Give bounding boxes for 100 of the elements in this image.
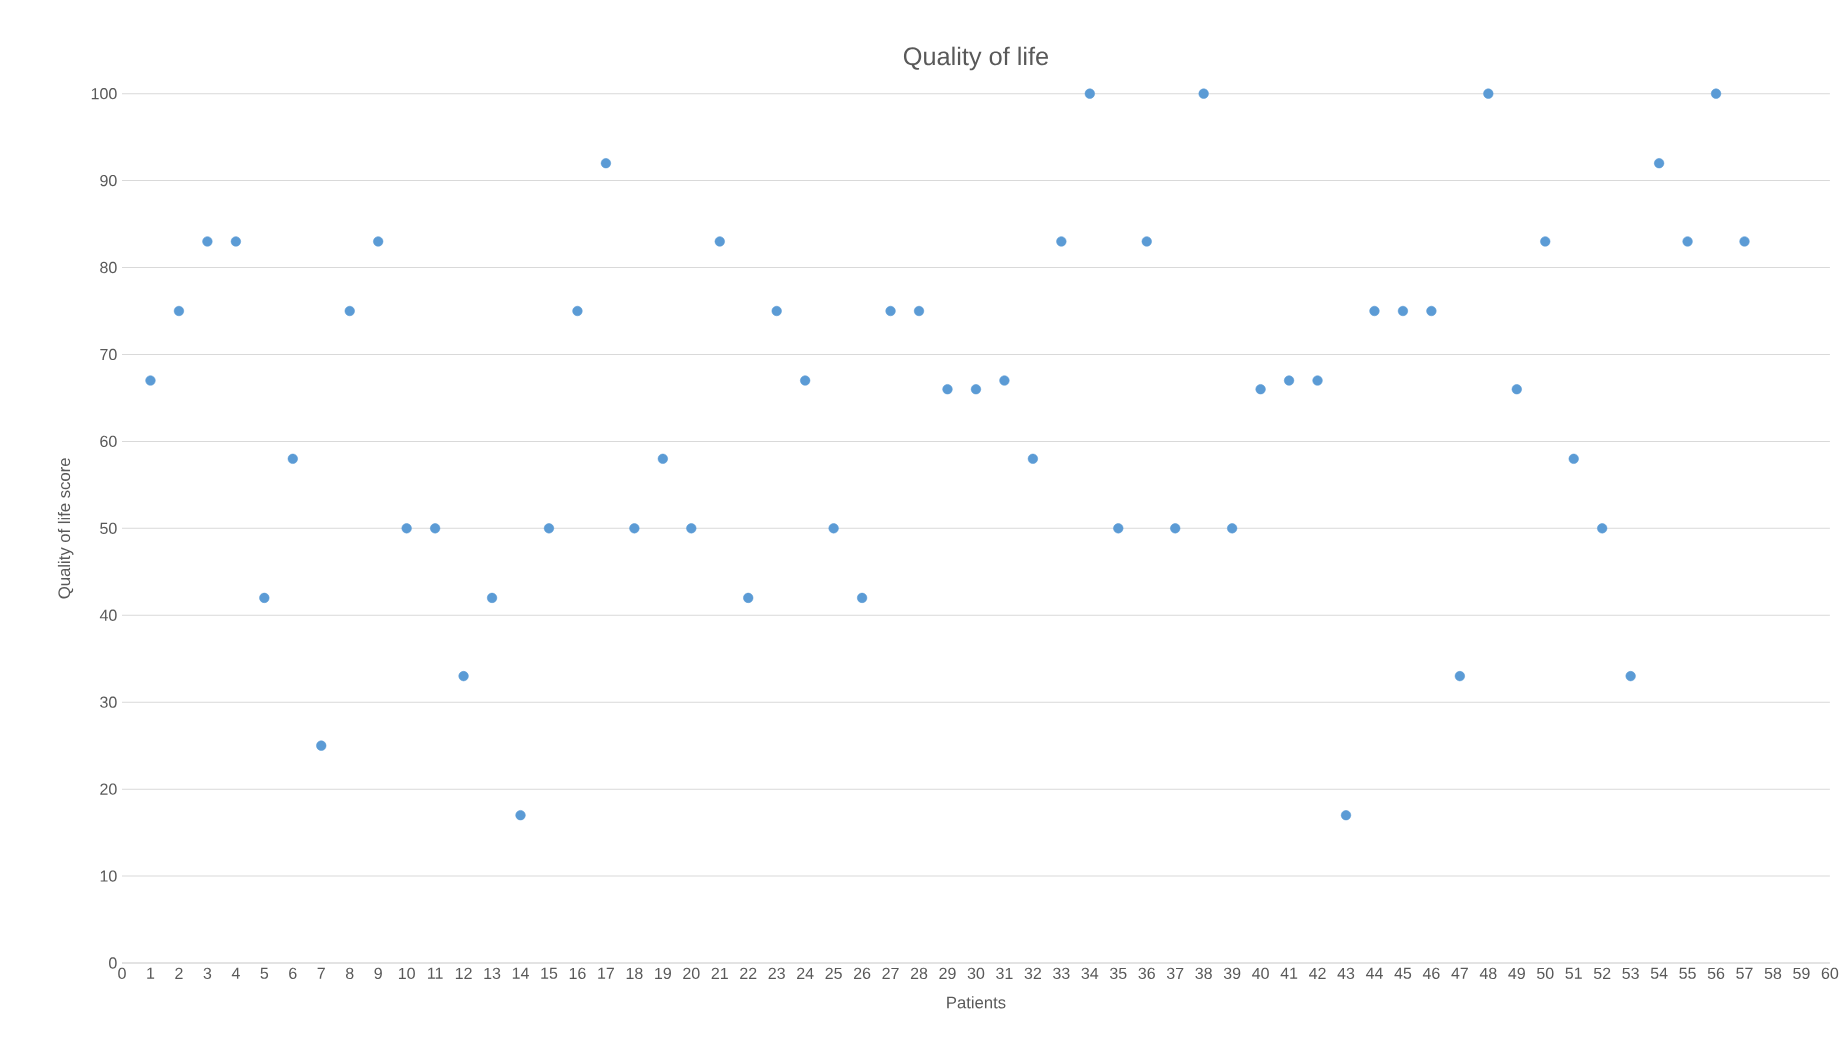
x-tick-label: 24	[797, 967, 814, 979]
point	[1654, 158, 1665, 169]
y-tick-label: 70	[100, 348, 117, 361]
x-tick-label: 17	[598, 967, 614, 979]
x-tick-label: 11	[428, 967, 443, 979]
x-tick-label: 4	[231, 967, 240, 979]
x-tick-label: 47	[1451, 967, 1468, 979]
point	[515, 810, 526, 821]
x-tick-label: 33	[1053, 967, 1070, 980]
point	[1255, 384, 1266, 395]
x-tick-label: 52	[1593, 967, 1611, 980]
x-tick-label: 22	[740, 967, 757, 979]
point	[259, 592, 270, 603]
point	[1625, 671, 1636, 682]
x-tick-label: 54	[1650, 967, 1668, 979]
point	[316, 740, 327, 751]
x-tick-label: 14	[512, 967, 529, 979]
x-tick-label: 0	[118, 967, 126, 980]
point	[1483, 88, 1494, 99]
point	[600, 158, 611, 169]
x-tick-label: 59	[1793, 967, 1810, 980]
point	[373, 236, 384, 247]
x-tick-label: 1	[147, 967, 155, 979]
point	[486, 592, 498, 603]
x-tick-label: 30	[967, 967, 985, 980]
x-tick-label: 6	[289, 967, 297, 980]
x-tick-label: 7	[317, 967, 325, 979]
point	[572, 305, 583, 317]
point	[173, 305, 185, 317]
point	[828, 523, 839, 534]
x-axis-title: Patients	[947, 996, 1006, 1009]
x-tick-label: 42	[1309, 967, 1326, 979]
point	[230, 236, 241, 247]
x-tick-label: 27	[882, 967, 899, 979]
x-tick-label: 51	[1565, 967, 1582, 979]
x-tick-label: 32	[1024, 967, 1041, 980]
point	[1710, 88, 1722, 99]
x-tick-label: 28	[910, 967, 928, 980]
x-tick-label: 50	[1537, 967, 1554, 980]
point	[145, 375, 156, 386]
point	[999, 375, 1010, 386]
point	[714, 236, 725, 247]
x-tick-label: 53	[1622, 967, 1639, 980]
x-tick-label: 2	[175, 967, 183, 979]
x-tick-label: 25	[825, 967, 842, 980]
y-tick-label: 90	[100, 174, 117, 187]
x-tick-label: 39	[1223, 967, 1241, 980]
x-tick-label: 46	[1422, 967, 1440, 980]
point	[657, 453, 668, 464]
point	[1454, 671, 1465, 682]
point	[1568, 453, 1579, 464]
point	[629, 523, 640, 534]
point	[430, 523, 441, 534]
y-tick-label: 0	[109, 957, 117, 969]
x-tick-label: 45	[1394, 967, 1412, 979]
x-tick-label: 56	[1707, 967, 1725, 980]
point	[1284, 375, 1295, 386]
x-tick-label: 48	[1479, 967, 1497, 980]
x-tick-label: 12	[455, 967, 472, 979]
x-tick-label: 5	[260, 967, 269, 979]
x-tick-label: 49	[1508, 967, 1525, 980]
x-tick-label: 44	[1365, 967, 1383, 979]
x-tick-label: 36	[1138, 967, 1155, 980]
point	[1170, 523, 1181, 534]
point	[1369, 305, 1380, 317]
y-tick-label: 10	[100, 870, 117, 882]
point	[800, 375, 811, 386]
x-tick-label: 19	[655, 967, 671, 980]
y-tick-label: 40	[99, 609, 117, 621]
x-tick-label: 15	[541, 967, 558, 979]
x-tick-label: 38	[1195, 967, 1212, 980]
point	[743, 592, 754, 603]
point	[1056, 236, 1067, 247]
point	[1511, 384, 1522, 395]
x-tick-label: 10	[398, 967, 415, 980]
x-tick-label: 57	[1736, 967, 1753, 979]
x-tick-label: 18	[626, 967, 643, 980]
point	[1227, 523, 1238, 534]
y-tick-label: 80	[100, 261, 117, 274]
x-tick-label: 43	[1337, 967, 1355, 980]
y-axis-title: Quality of life score	[57, 458, 74, 599]
y-tick-label: 20	[100, 783, 117, 795]
x-tick-label: 13	[484, 967, 501, 980]
point	[543, 523, 555, 534]
x-tick-label: 37	[1166, 967, 1184, 980]
point	[1141, 236, 1152, 247]
point	[942, 384, 953, 395]
point	[1682, 236, 1693, 247]
y-tick-label: 30	[100, 696, 117, 708]
point	[1397, 305, 1408, 317]
point	[1027, 453, 1038, 464]
chart-title: Quality of life	[903, 46, 1049, 71]
point	[287, 453, 298, 464]
y-tick-label: 60	[100, 435, 117, 448]
x-tick-label: 9	[374, 967, 382, 980]
point	[1084, 88, 1095, 99]
point	[686, 523, 697, 534]
x-tick-label: 35	[1109, 967, 1127, 980]
point	[458, 671, 469, 682]
point	[344, 305, 355, 317]
